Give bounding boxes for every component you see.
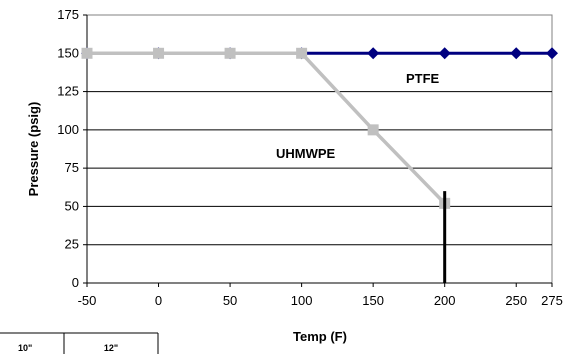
series-line-uhmwpe bbox=[87, 51, 446, 205]
y-tick-label: 100 bbox=[57, 122, 79, 137]
data-point-ptfe bbox=[438, 47, 451, 60]
x-tick-label: 275 bbox=[541, 293, 563, 308]
y-axis-title: Pressure (psig) bbox=[26, 102, 41, 197]
data-point-ptfe bbox=[367, 47, 380, 60]
y-tick-label: 25 bbox=[65, 237, 79, 252]
x-tick-label: -50 bbox=[78, 293, 97, 308]
data-point-ptfe bbox=[546, 47, 558, 60]
data-point-uhmwpe bbox=[81, 47, 93, 59]
y-tick-label: 0 bbox=[72, 275, 79, 290]
y-tick-label: 150 bbox=[57, 45, 79, 60]
x-axis-ticks: -50 0 50 100 150 200 250 275 bbox=[78, 15, 563, 308]
series-layer bbox=[81, 47, 558, 209]
y-tick-label: 125 bbox=[57, 84, 79, 99]
x-tick-label: 100 bbox=[291, 293, 313, 308]
data-point-uhmwpe bbox=[153, 47, 165, 59]
data-point-uhmwpe bbox=[224, 47, 236, 59]
y-tick-label: 75 bbox=[65, 160, 79, 175]
x-tick-label: 250 bbox=[505, 293, 527, 308]
x-tick-label: 0 bbox=[155, 293, 162, 308]
series-label-uhmwpe: UHMWPE bbox=[276, 146, 336, 161]
data-point-uhmwpe bbox=[367, 124, 379, 136]
x-tick-label: 50 bbox=[223, 293, 237, 308]
table-header-10: 10" bbox=[18, 343, 32, 353]
plot-area bbox=[86, 14, 553, 284]
y-tick-label: 50 bbox=[65, 198, 79, 213]
x-tick-label: 150 bbox=[362, 293, 384, 308]
y-axis-ticks: 0 25 50 75 100 125 150 175 bbox=[57, 7, 87, 290]
series-label-ptfe: PTFE bbox=[406, 71, 440, 86]
data-point-ptfe bbox=[510, 47, 523, 60]
table-fragment: 10" 12" bbox=[0, 332, 159, 354]
y-tick-label: 175 bbox=[57, 7, 79, 22]
x-tick-label: 200 bbox=[434, 293, 456, 308]
data-point-uhmwpe bbox=[296, 47, 308, 59]
x-axis-title: Temp (F) bbox=[293, 329, 347, 344]
table-header-12: 12" bbox=[104, 343, 118, 353]
